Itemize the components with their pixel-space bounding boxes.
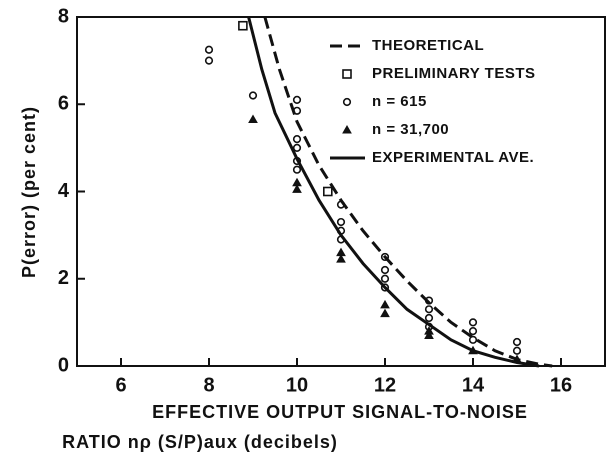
circle-marker [336,217,346,227]
circle-marker [380,283,390,292]
legend-label: n = 615 [372,93,427,110]
y-tick-label: 8 [58,5,69,27]
dashed-line [263,16,553,368]
triangle-marker [336,254,346,263]
circle-marker [424,305,434,314]
x-axis-label: EFFECTIVE OUTPUT SIGNAL-TO-NOISE [152,402,528,422]
circle-marker [512,346,522,355]
legend-label: THEORETICAL [372,37,484,54]
circle-marker [204,56,214,65]
square-marker [238,20,248,31]
circle-marker [292,143,302,152]
legend-label: PRELIMINARY TESTS [372,65,536,82]
x-tick-label: 6 [115,374,126,396]
circle-marker [204,45,214,54]
square-marker [342,69,352,79]
x-tick-label: 14 [462,374,485,396]
legend-label: EXPERIMENTAL AVE. [372,149,534,166]
circle-marker [424,296,434,305]
triangle-marker [248,114,258,124]
x-tick-label: 10 [286,374,308,396]
triangle-marker [292,184,302,193]
triangle-marker [424,330,434,339]
legend-label: n = 31,700 [372,121,449,138]
y-axis-label: P(error) (per cent) [19,106,39,278]
x-axis-label: RATIO nρ (S/P)aux (decibels) [62,432,338,452]
circle-marker [468,318,478,327]
triangle-marker [342,124,352,134]
circle-marker [292,165,302,174]
x-tick-label: 8 [203,374,214,396]
y-tick-label: 4 [58,180,70,202]
circle-marker [468,335,478,344]
circle-marker [342,97,352,107]
triangle-marker [380,308,390,318]
square-marker [322,186,333,197]
x-tick-label: 16 [550,374,572,396]
circle-marker [380,252,390,262]
circle-marker [336,200,346,209]
circle-marker [512,337,522,347]
circle-marker [380,265,390,275]
circle-marker [248,91,258,100]
triangle-marker [380,299,390,309]
circle-marker [424,313,434,323]
circle-marker [468,327,478,336]
circle-marker [292,135,302,144]
solid-line [247,16,540,368]
x-tick-label: 12 [374,374,396,396]
y-tick-label: 0 [58,354,69,376]
circle-marker [292,106,302,115]
circle-marker [380,274,390,283]
y-tick-label: 2 [58,267,69,289]
y-tick-label: 6 [58,93,69,115]
circle-marker [292,95,302,104]
